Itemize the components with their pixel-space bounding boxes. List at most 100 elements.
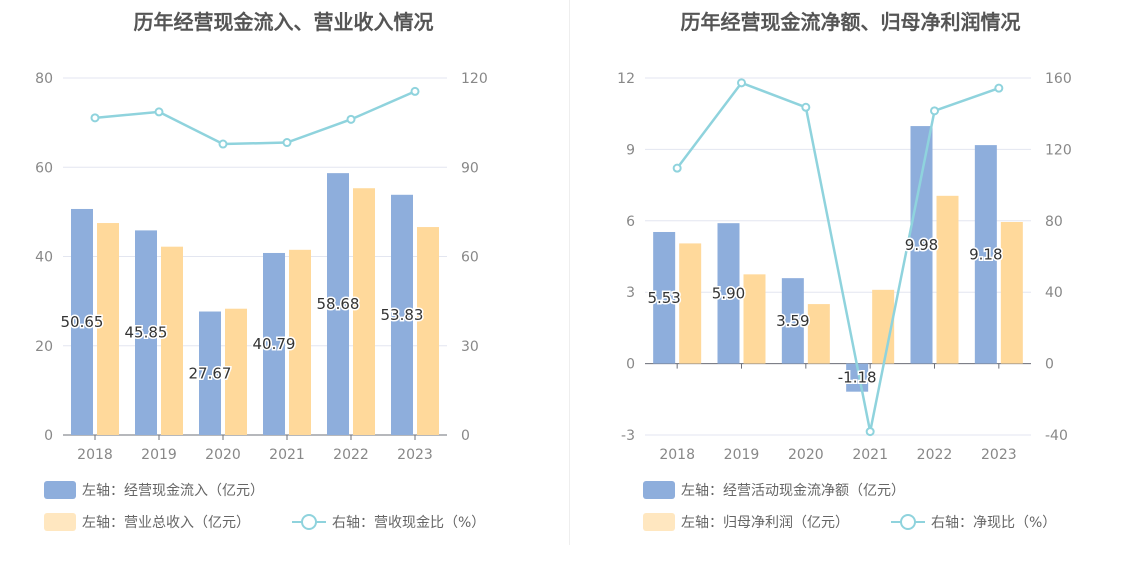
bar-data-label: 40.79 bbox=[253, 335, 296, 353]
line-series bbox=[676, 81, 1000, 432]
right-axis-tick-label: 40 bbox=[1045, 285, 1063, 301]
bar-orange bbox=[679, 243, 702, 364]
chart-title: 历年经营现金流净额、归母净利润情况 bbox=[680, 10, 1021, 34]
bar-orange bbox=[289, 249, 311, 435]
left-axis-tick-label: 20 bbox=[35, 339, 53, 355]
bar-orange bbox=[936, 195, 959, 364]
bar-blue bbox=[71, 208, 93, 435]
chart-plot-area: 0 0 20 30 40 60 60 90 80 120 2018 2019 2020 2021 2022 2… bbox=[35, 71, 488, 463]
bar-data-label: 58.68 bbox=[317, 295, 360, 313]
chart-panel-cashflow-revenue: 历年经营现金流入、营业收入情况 0 0 20 30 40 60 60 90 80 120 2018 2… bbox=[35, 10, 488, 532]
legend-item-revenue[interactable]: 左轴：营业总收入（亿元） bbox=[44, 512, 250, 532]
x-axis-tick-label: 2023 bbox=[981, 447, 1017, 463]
legend-item-net-cash-ratio[interactable]: 右轴：净现比（%） bbox=[891, 512, 1056, 532]
line-point bbox=[994, 83, 1004, 93]
line-point bbox=[346, 114, 356, 124]
left-axis-tick-label: 60 bbox=[35, 160, 53, 176]
bar-data-label: 45.85 bbox=[125, 324, 168, 342]
bar-orange bbox=[353, 188, 375, 435]
legend-item-net-operating-cash[interactable]: 左轴：经营活动现金流净额（亿元） bbox=[643, 480, 905, 500]
legend-line-marker bbox=[292, 513, 326, 531]
right-axis-tick-label: 120 bbox=[461, 71, 488, 87]
legend-label: 右轴：净现比（%） bbox=[931, 515, 1057, 531]
left-axis-tick-label: -3 bbox=[621, 428, 635, 444]
bar-orange bbox=[743, 274, 766, 364]
line-point bbox=[801, 102, 811, 112]
line-point bbox=[218, 139, 228, 149]
left-axis-tick-label: 0 bbox=[44, 428, 53, 444]
bar-blue bbox=[717, 223, 740, 364]
x-axis-tick-label: 2019 bbox=[724, 447, 760, 463]
x-axis-tick-label: 2018 bbox=[77, 447, 113, 463]
left-axis-tick-label: 3 bbox=[626, 285, 635, 301]
left-axis-tick-label: 0 bbox=[626, 357, 635, 373]
left-axis-tick-label: 6 bbox=[626, 214, 635, 230]
bar-data-label: 27.67 bbox=[189, 364, 232, 382]
bar-orange bbox=[807, 304, 830, 364]
x-axis-tick-label: 2020 bbox=[788, 447, 824, 463]
line-point bbox=[930, 106, 939, 116]
legend-swatch-blue bbox=[643, 481, 675, 499]
legend-label: 左轴：归母净利润（亿元） bbox=[681, 515, 849, 531]
left-axis-tick-label: 12 bbox=[617, 71, 635, 87]
bar-data-label: 3.59 bbox=[776, 312, 809, 330]
line-point bbox=[672, 163, 682, 173]
right-axis-tick-label: 90 bbox=[461, 160, 479, 176]
x-axis-tick-label: 2019 bbox=[141, 447, 177, 463]
bar-blue bbox=[910, 126, 933, 364]
bar-orange bbox=[97, 223, 119, 435]
bar-data-label: 50.65 bbox=[61, 313, 104, 331]
line-point bbox=[410, 86, 420, 96]
legend-swatch-orange bbox=[643, 513, 675, 531]
legend-line-marker bbox=[891, 513, 925, 531]
line-point bbox=[154, 107, 164, 117]
line-point bbox=[282, 138, 292, 148]
bar-blue bbox=[846, 363, 869, 392]
chart-plot-area: -3 -40 0 0 3 40 6 80 9 120 12 160 2018 2019 2020 2021 20… bbox=[617, 71, 1072, 463]
bar-blue bbox=[263, 252, 285, 435]
bar-orange bbox=[417, 227, 439, 435]
right-axis-tick-label: 160 bbox=[1045, 71, 1072, 87]
left-axis-tick-label: 40 bbox=[35, 250, 53, 266]
bar-data-label: 53.83 bbox=[381, 306, 424, 324]
legend-item-cash-inflow[interactable]: 左轴：经营现金流入（亿元） bbox=[44, 480, 264, 500]
line-series bbox=[94, 90, 416, 146]
bar-blue bbox=[974, 145, 997, 364]
x-axis-tick-label: 2022 bbox=[917, 447, 953, 463]
line-point bbox=[737, 78, 746, 88]
legend-label: 左轴：营业总收入（亿元） bbox=[82, 515, 250, 531]
right-axis-tick-label: 60 bbox=[461, 250, 479, 266]
bar-blue bbox=[199, 311, 221, 435]
legend-swatch-orange bbox=[44, 513, 76, 531]
bar-blue bbox=[327, 173, 349, 435]
legend-item-cash-revenue-ratio[interactable]: 右轴：营收现金比（%） bbox=[292, 512, 485, 532]
bar-blue bbox=[653, 231, 676, 364]
bar-data-label: 9.18 bbox=[969, 245, 1002, 263]
x-axis-tick-label: 2023 bbox=[397, 447, 433, 463]
right-axis-tick-label: 30 bbox=[461, 339, 479, 355]
line-point bbox=[90, 113, 100, 123]
chart-panel-netcash-netprofit: 历年经营现金流净额、归母净利润情况 -3 -40 0 0 3 40 6 80 9 120 12 160… bbox=[567, 0, 1134, 582]
bar-orange bbox=[161, 246, 183, 435]
bar-orange bbox=[225, 308, 247, 435]
right-axis-tick-label: -40 bbox=[1045, 428, 1068, 444]
right-axis-tick-label: 120 bbox=[1045, 142, 1072, 158]
x-axis-tick-label: 2021 bbox=[852, 447, 888, 463]
bar-data-label: 5.53 bbox=[647, 289, 680, 307]
legend-label: 右轴：营收现金比（%） bbox=[332, 515, 486, 531]
x-axis-tick-label: 2021 bbox=[269, 447, 305, 463]
bar-blue bbox=[781, 278, 804, 364]
bar-data-label: 5.90 bbox=[712, 284, 745, 302]
bar-blue bbox=[391, 194, 413, 435]
bar-blue bbox=[135, 230, 157, 435]
right-axis-tick-label: 0 bbox=[461, 428, 470, 444]
chart-title: 历年经营现金流入、营业收入情况 bbox=[133, 10, 434, 34]
legend-item-net-profit[interactable]: 左轴：归母净利润（亿元） bbox=[643, 512, 849, 532]
right-axis-tick-label: 80 bbox=[1045, 214, 1063, 230]
bar-orange bbox=[1000, 221, 1023, 364]
bar-data-label: -1.18 bbox=[838, 369, 877, 387]
panel-divider bbox=[569, 0, 570, 545]
line-point bbox=[865, 427, 875, 437]
x-axis-tick-label: 2022 bbox=[333, 447, 369, 463]
x-axis-tick-label: 2020 bbox=[205, 447, 241, 463]
